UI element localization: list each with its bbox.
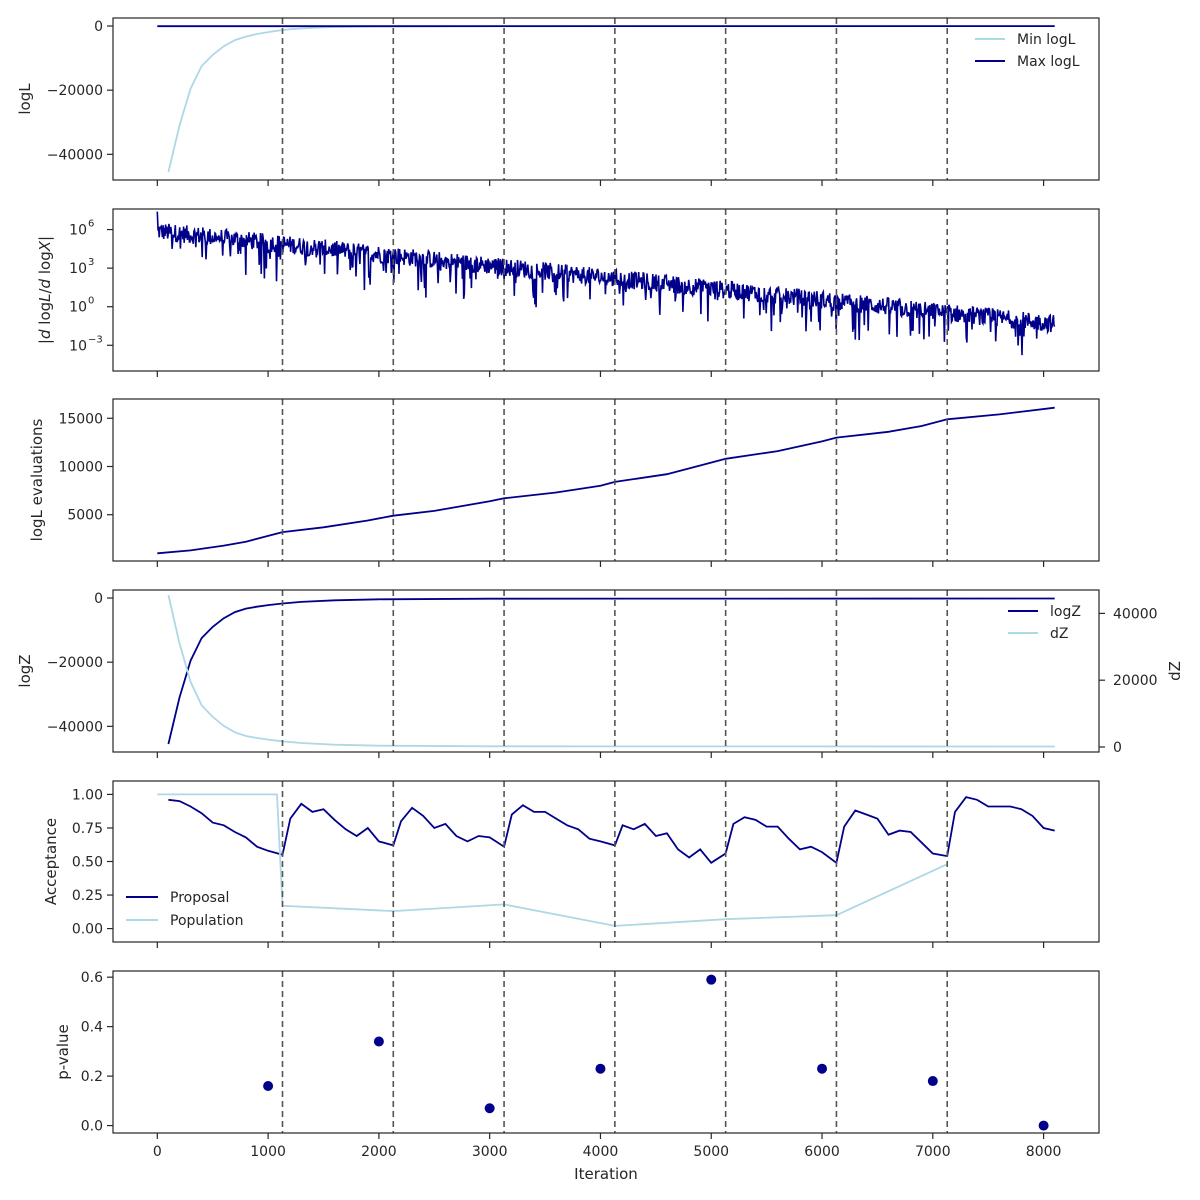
series-line bbox=[157, 793, 948, 927]
x-tick-label: 3000 bbox=[472, 1144, 508, 1160]
axes-frame bbox=[112, 589, 1100, 753]
y-axis-label: |d logL/d logX| bbox=[36, 236, 54, 344]
plot-area bbox=[157, 406, 1055, 555]
plot-area bbox=[157, 25, 1055, 173]
data-point bbox=[927, 1076, 938, 1087]
y-tick-exponent: 3 bbox=[88, 257, 94, 268]
plot-area bbox=[263, 974, 1049, 1131]
y-tick-label: 0 bbox=[94, 591, 103, 607]
axes-frame bbox=[112, 17, 1100, 181]
y-tick-label: 0.25 bbox=[72, 888, 103, 904]
x-tick-label: 2000 bbox=[361, 1144, 397, 1160]
x-tick-label: 1000 bbox=[250, 1144, 286, 1160]
series-line bbox=[168, 796, 1055, 865]
y-tick-label: 5000 bbox=[67, 508, 103, 524]
legend-label: dZ bbox=[1050, 626, 1068, 642]
y-axis-label: logZ bbox=[16, 654, 34, 687]
plot-area bbox=[156, 211, 1056, 356]
series-line bbox=[167, 594, 1055, 748]
data-point bbox=[706, 974, 717, 985]
y-tick-label: 1.00 bbox=[72, 787, 103, 803]
y-tick-label: 0.4 bbox=[81, 1020, 103, 1036]
x-tick-label: 0 bbox=[153, 1144, 162, 1160]
series-line bbox=[157, 406, 1055, 555]
x-tick-label: 5000 bbox=[693, 1144, 729, 1160]
y2-axis-label: dZ bbox=[1166, 661, 1184, 681]
data-point bbox=[817, 1063, 828, 1074]
data-point bbox=[595, 1063, 606, 1074]
y-tick-exponent: 6 bbox=[88, 219, 94, 230]
axes-frame bbox=[112, 970, 1100, 1134]
y-tick-label: 0.6 bbox=[81, 970, 103, 986]
panel-logl: 0 −20000 −40000 logL Min logL Max logL bbox=[16, 17, 1100, 186]
legend-label: Population bbox=[170, 913, 244, 929]
y2-tick-label: 20000 bbox=[1113, 673, 1158, 689]
panel-logz: 0 −20000 −40000 0 20000 40000 dZ logZ logZ dZ bbox=[16, 589, 1184, 758]
plot-area bbox=[157, 793, 1055, 927]
y-axis-label: p-value bbox=[54, 1024, 72, 1080]
y-tick-label: 0.0 bbox=[81, 1119, 103, 1135]
y-axis-label: Acceptance bbox=[42, 818, 60, 905]
data-point bbox=[484, 1103, 495, 1114]
y-tick-label: 10000 bbox=[58, 460, 103, 476]
legend-label: Proposal bbox=[170, 890, 229, 906]
legend-label: Min logL bbox=[1017, 32, 1076, 48]
y-tick-label: −20000 bbox=[47, 83, 103, 99]
y-tick-label: 10 bbox=[69, 300, 87, 316]
x-tick-label: 4000 bbox=[583, 1144, 619, 1160]
y-tick-label: 0.50 bbox=[72, 855, 103, 871]
x-axis-label: Iteration bbox=[574, 1165, 638, 1183]
panel-pval: 0 1000 2000 3000 4000 5000 6000 7000 8000 Iterati… bbox=[54, 970, 1100, 1183]
y2-tick-label: 40000 bbox=[1113, 606, 1158, 622]
y-tick-label: 0.00 bbox=[72, 922, 103, 938]
y-tick-label: 10 bbox=[69, 223, 87, 239]
x-tick-label: 7000 bbox=[915, 1144, 951, 1160]
panel-acc: 0.00 0.25 0.50 0.75 1.00 Acceptance Proposal Po… bbox=[42, 780, 1100, 948]
y-axis-label: logL bbox=[16, 83, 34, 115]
series-line bbox=[167, 597, 1055, 745]
axes-frame bbox=[112, 398, 1100, 562]
y-tick-exponent: 0 bbox=[88, 296, 94, 307]
y2-tick-label: 0 bbox=[1113, 740, 1122, 756]
plot-area bbox=[167, 594, 1055, 748]
data-point bbox=[1038, 1120, 1049, 1131]
x-tick-label: 6000 bbox=[804, 1144, 840, 1160]
x-tick-label: 8000 bbox=[1026, 1144, 1062, 1160]
series-line bbox=[167, 25, 1055, 173]
legend-label: logZ bbox=[1050, 604, 1081, 620]
panel-evals: 5000 10000 15000 logL evaluations bbox=[28, 398, 1100, 567]
data-point bbox=[263, 1081, 274, 1092]
axes-frame bbox=[112, 780, 1100, 943]
y-tick-label: 10 bbox=[69, 338, 87, 354]
y-tick-label: 0 bbox=[94, 19, 103, 35]
y-tick-label: 10 bbox=[69, 261, 87, 277]
y-tick-label: −20000 bbox=[47, 655, 103, 671]
y-tick-label: −40000 bbox=[47, 147, 103, 163]
data-point bbox=[373, 1036, 384, 1047]
legend-label: Max logL bbox=[1017, 54, 1080, 70]
y-tick-label: −40000 bbox=[47, 719, 103, 735]
y-tick-label: 15000 bbox=[58, 411, 103, 427]
axes-frame bbox=[112, 208, 1100, 372]
series-line bbox=[156, 211, 1056, 356]
y-tick-label: 0.75 bbox=[72, 821, 103, 837]
y-axis-label: logL evaluations bbox=[28, 418, 46, 541]
y-tick-label: 0.2 bbox=[81, 1069, 103, 1085]
y-tick-exponent: −3 bbox=[88, 334, 103, 345]
